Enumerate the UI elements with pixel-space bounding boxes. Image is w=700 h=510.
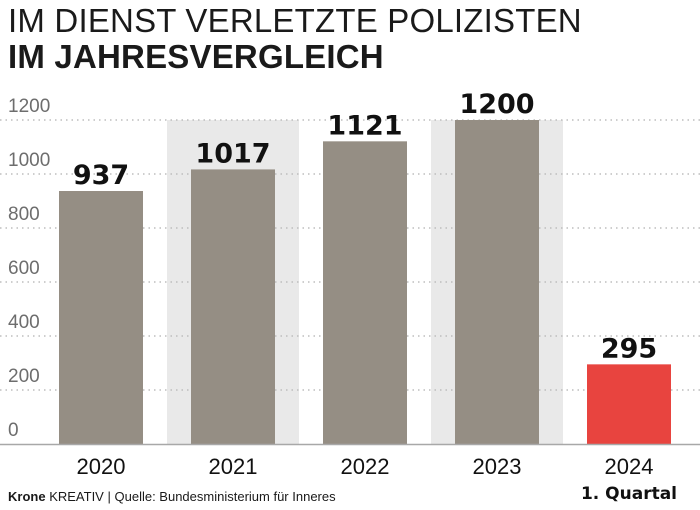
bar-2024 — [587, 364, 671, 444]
footer-separator: | — [107, 489, 111, 504]
y-tick-label-1200: 1200 — [8, 96, 50, 117]
data-label-2023: 1200 — [459, 89, 534, 120]
title-line-2: IM JAHRESVERGLEICH — [8, 38, 384, 75]
y-tick-label-200: 200 — [8, 366, 40, 387]
y-tick-label-400: 400 — [8, 312, 40, 333]
brand-name: Krone — [8, 489, 46, 504]
y-tick-label-600: 600 — [8, 258, 40, 279]
data-label-2024: 295 — [601, 333, 657, 364]
y-tick-label-800: 800 — [8, 204, 40, 225]
bar-2021 — [191, 169, 275, 444]
source-text: Quelle: Bundesministerium für Inneres — [114, 489, 336, 504]
x-tick-label-2023: 2023 — [473, 454, 522, 479]
x-tick-label-2022: 2022 — [341, 454, 390, 479]
data-label-2021: 1017 — [195, 138, 270, 169]
bar-2022 — [323, 141, 407, 444]
source-footer: Krone KREATIV | Quelle: Bundesministeriu… — [8, 489, 336, 504]
x-tick-label-2020: 2020 — [77, 454, 126, 479]
x-tick-label-2021: 2021 — [209, 454, 258, 479]
y-tick-label-1000: 1000 — [8, 150, 50, 171]
title-line-1: IM DIENST VERLETZTE POLIZISTEN — [8, 2, 582, 39]
data-label-2020: 937 — [73, 160, 129, 191]
x-sublabel-2024: 1. Quartal — [581, 484, 677, 504]
bar-2023 — [455, 120, 539, 444]
y-tick-label-0: 0 — [8, 420, 19, 441]
x-tick-label-2024: 2024 — [605, 454, 654, 479]
brand-suffix: KREATIV — [49, 489, 104, 504]
bar-2020 — [59, 191, 143, 444]
data-label-2022: 1121 — [327, 110, 402, 141]
